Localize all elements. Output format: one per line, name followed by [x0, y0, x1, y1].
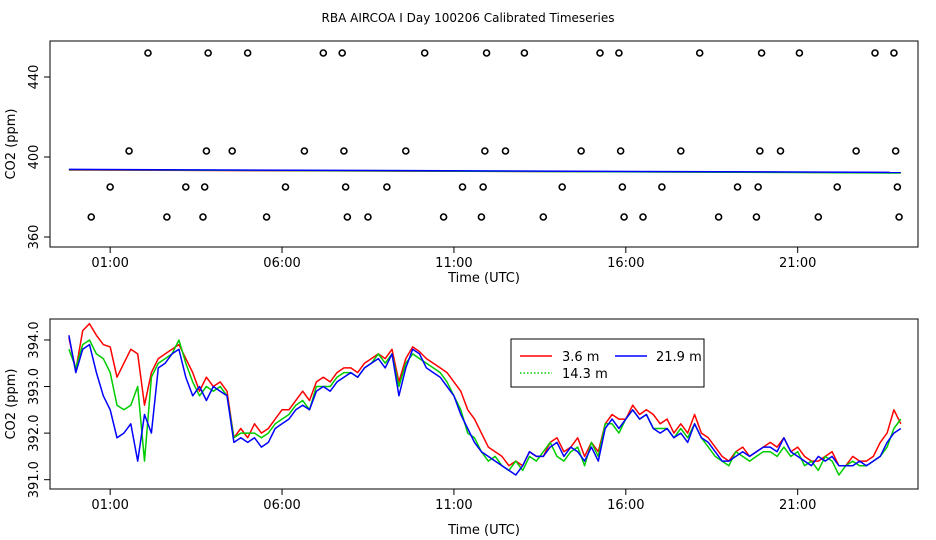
figure-title: RBA AIRCOA I Day 100206 Calibrated Times… [322, 11, 615, 25]
top-y-tick-label: 360 [27, 225, 42, 250]
top-data-point [202, 147, 211, 155]
top-data-point [319, 49, 328, 57]
top-data-point [340, 147, 348, 155]
top-data-point [458, 183, 467, 191]
bottom-plot-frame [49, 318, 919, 490]
top-data-point [163, 213, 171, 221]
top-data-point [733, 183, 742, 191]
bottom-x-tick-label: 21:00 [779, 498, 816, 513]
bottom-x-tick-label: 11:00 [435, 498, 472, 513]
top-data-point [181, 183, 190, 191]
legend: 3.6 m 21.9 m 14.3 m [510, 338, 705, 388]
top-y-tick-label: 400 [27, 145, 42, 170]
top-data-point [420, 49, 429, 57]
top-data-point [754, 183, 762, 191]
top-data-point [871, 49, 879, 57]
top-data-point [616, 147, 625, 155]
top-data-point [776, 147, 785, 155]
bottom-plot-axes: 01:00 06:00 11:00 16:00 21:00 391.0 392.0 393.0… [27, 321, 816, 513]
bottom-x-tick-label: 06:00 [263, 498, 300, 513]
top-data-point [338, 49, 346, 57]
top-data-point [695, 49, 704, 57]
top-plot-axes: 01:00 06:00 11:00 16:00 21:00 360 400 440 [27, 65, 816, 271]
top-data-point [341, 183, 350, 191]
top-data-point [343, 213, 352, 221]
top-panel: 01:00 06:00 11:00 16:00 21:00 360 400 440 Time … [4, 40, 919, 286]
bottom-series-line-21-9-m [68, 335, 902, 476]
bottom-y-tick-label: 391.0 [27, 461, 42, 498]
top-data-point [439, 213, 448, 221]
top-plot-frame [49, 40, 919, 248]
top-data-point [364, 213, 372, 221]
bottom-y-axis-label: CO2 (ppm) [4, 368, 19, 439]
top-data-point [539, 213, 548, 221]
top-series-line-s2 [68, 168, 901, 174]
top-data-point [401, 147, 410, 155]
top-data-point [895, 213, 903, 221]
top-data-point [757, 49, 766, 57]
top-data-point [658, 183, 666, 191]
top-x-tick-label: 11:00 [435, 256, 472, 271]
top-data-point [383, 183, 391, 191]
top-data-point [228, 147, 236, 155]
top-data-point [714, 213, 723, 221]
bottom-y-tick-label: 393.0 [27, 368, 42, 405]
top-x-tick-label: 06:00 [263, 256, 300, 271]
top-data-point [243, 49, 252, 57]
top-data-point [300, 147, 309, 155]
top-data-point [639, 213, 647, 221]
top-plot-marks [68, 49, 903, 221]
legend-box [510, 338, 705, 388]
top-data-point [618, 183, 627, 191]
top-data-point [615, 49, 623, 57]
top-x-tick-label: 01:00 [91, 256, 128, 271]
bottom-plot-marks [68, 322, 902, 476]
top-data-point [677, 147, 685, 155]
top-data-point [204, 49, 212, 57]
top-x-tick-label: 16:00 [607, 256, 644, 271]
bottom-series-line-14-3-m [68, 339, 902, 476]
top-data-point [577, 147, 585, 155]
legend-label-21-9m: 21.9 m [656, 350, 702, 365]
top-data-point [814, 213, 823, 221]
top-data-point [833, 183, 842, 191]
bottom-y-tick-label: 392.0 [27, 415, 42, 452]
top-x-tick-label: 21:00 [779, 256, 816, 271]
top-data-point [852, 147, 860, 155]
top-data-point [620, 213, 628, 221]
top-data-point [795, 49, 804, 57]
top-data-point [479, 183, 487, 191]
legend-label-3-6m: 3.6 m [562, 350, 599, 365]
top-data-point [756, 147, 764, 155]
top-data-point [893, 183, 902, 191]
top-data-point [501, 147, 510, 155]
top-y-axis-label: CO2 (ppm) [4, 108, 19, 179]
bottom-x-tick-label: 01:00 [91, 498, 128, 513]
bottom-x-tick-label: 16:00 [607, 498, 644, 513]
top-data-point [87, 213, 96, 221]
top-data-point [262, 213, 271, 221]
top-y-tick-label: 440 [27, 65, 42, 90]
bottom-y-tick-label: 394.0 [27, 321, 42, 358]
top-data-point [482, 49, 491, 57]
top-data-point [752, 213, 761, 221]
top-data-point [477, 213, 486, 221]
top-x-axis-label: Time (UTC) [447, 271, 520, 286]
top-data-point [281, 183, 290, 191]
top-data-point [144, 49, 152, 57]
top-data-point [520, 49, 529, 57]
bottom-x-axis-label: Time (UTC) [447, 523, 520, 538]
top-data-point [125, 147, 133, 155]
top-data-point [199, 213, 207, 221]
top-data-point [481, 147, 489, 155]
top-data-point [200, 183, 209, 191]
top-data-point [558, 183, 567, 191]
legend-label-14-3m: 14.3 m [562, 367, 608, 382]
top-data-point [891, 147, 900, 155]
top-data-point [106, 183, 114, 191]
top-data-point [890, 49, 898, 57]
top-data-point [596, 49, 604, 57]
bottom-panel: 01:00 06:00 11:00 16:00 21:00 391.0 392.0 393.0… [4, 318, 919, 538]
